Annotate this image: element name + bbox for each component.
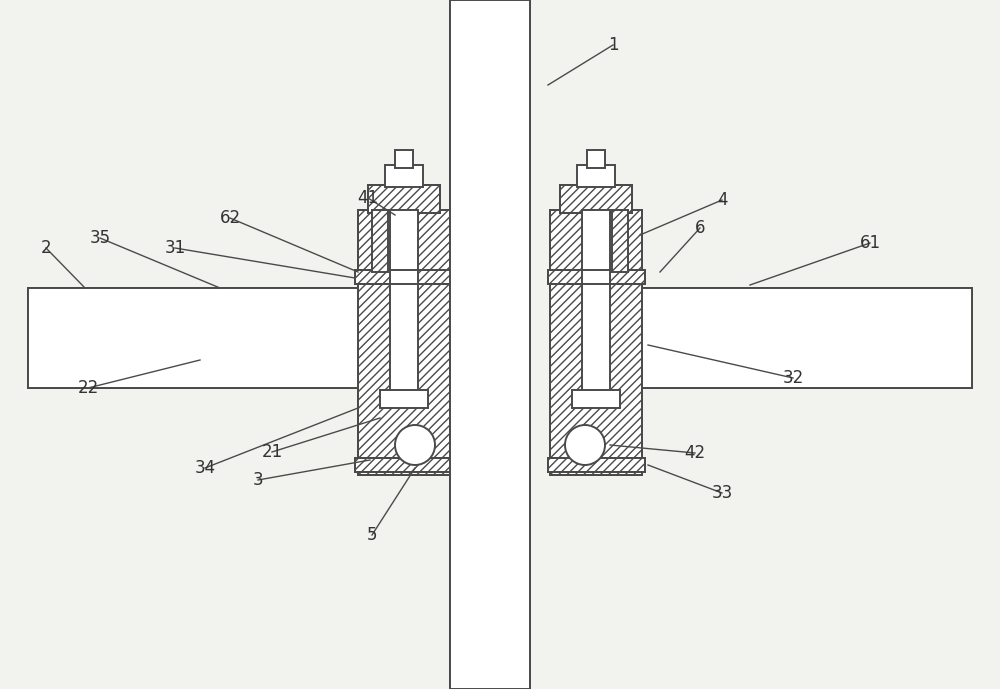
- Text: 4: 4: [717, 191, 727, 209]
- Text: 61: 61: [859, 234, 881, 252]
- Bar: [612, 210, 628, 272]
- Circle shape: [395, 425, 435, 465]
- Bar: [355, 270, 452, 284]
- Text: 34: 34: [194, 459, 216, 477]
- Text: 21: 21: [261, 443, 283, 461]
- Bar: [550, 210, 642, 475]
- Bar: [28, 288, 358, 388]
- Text: 35: 35: [89, 229, 111, 247]
- Bar: [572, 390, 620, 408]
- Bar: [390, 210, 418, 395]
- Bar: [548, 458, 645, 472]
- Bar: [560, 185, 632, 213]
- Bar: [560, 185, 632, 213]
- Text: 2: 2: [41, 239, 51, 257]
- Text: 62: 62: [219, 209, 241, 227]
- Bar: [548, 458, 645, 472]
- Text: 33: 33: [711, 484, 733, 502]
- Bar: [355, 270, 452, 284]
- Text: 5: 5: [367, 526, 377, 544]
- Bar: [550, 210, 642, 475]
- Bar: [548, 270, 645, 284]
- Bar: [577, 165, 615, 187]
- Bar: [642, 288, 972, 388]
- Text: 6: 6: [695, 219, 705, 237]
- Bar: [28, 288, 358, 388]
- Text: 31: 31: [164, 239, 186, 257]
- Bar: [358, 210, 450, 475]
- Text: 3: 3: [253, 471, 263, 489]
- Text: 32: 32: [782, 369, 804, 387]
- Text: 22: 22: [77, 379, 99, 397]
- Bar: [368, 185, 440, 213]
- Bar: [587, 150, 605, 168]
- Bar: [548, 270, 645, 284]
- Circle shape: [565, 425, 605, 465]
- Bar: [368, 185, 440, 213]
- Bar: [395, 150, 413, 168]
- Bar: [355, 458, 452, 472]
- Bar: [355, 458, 452, 472]
- Bar: [642, 288, 972, 388]
- Bar: [450, 0, 530, 689]
- Text: 42: 42: [684, 444, 706, 462]
- Bar: [380, 390, 428, 408]
- Bar: [450, 0, 530, 689]
- Bar: [582, 210, 610, 395]
- Text: 1: 1: [608, 36, 618, 54]
- Text: 41: 41: [357, 189, 379, 207]
- Bar: [372, 210, 388, 272]
- Bar: [358, 210, 450, 475]
- Bar: [385, 165, 423, 187]
